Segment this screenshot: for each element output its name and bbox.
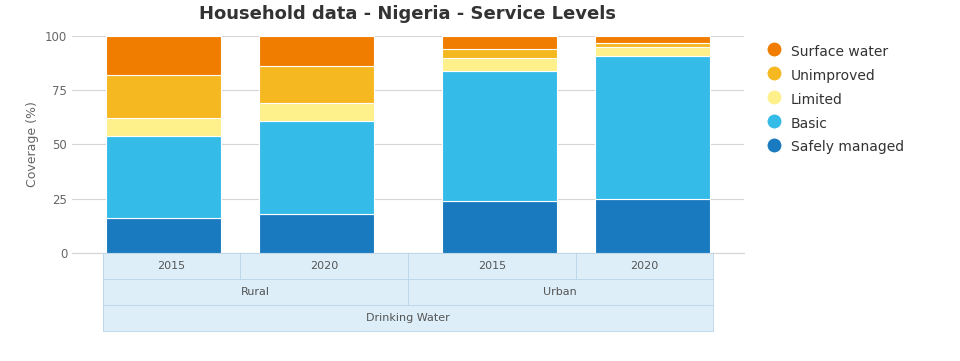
Bar: [259, 214, 373, 253]
Title: Household data - Nigeria - Service Levels: Household data - Nigeria - Service Level…: [200, 5, 616, 23]
Bar: [443, 49, 557, 58]
Bar: [595, 36, 709, 43]
Bar: [595, 43, 709, 47]
Bar: [107, 75, 221, 118]
Text: Drinking Water: Drinking Water: [366, 313, 450, 323]
Bar: [259, 121, 373, 214]
Bar: [443, 201, 557, 253]
Text: 2015: 2015: [478, 261, 506, 271]
Bar: [107, 118, 221, 136]
Text: Urban: Urban: [543, 287, 577, 297]
Bar: [259, 103, 373, 121]
Y-axis label: Coverage (%): Coverage (%): [26, 101, 39, 187]
Bar: [595, 47, 709, 56]
Bar: [595, 199, 709, 253]
Legend: Surface water, Unimproved, Limited, Basic, Safely managed: Surface water, Unimproved, Limited, Basi…: [764, 39, 908, 160]
Text: 2015: 2015: [157, 261, 185, 271]
Bar: [595, 56, 709, 199]
Text: 2020: 2020: [630, 261, 659, 271]
Bar: [259, 66, 373, 103]
Bar: [107, 136, 221, 218]
Text: Rural: Rural: [241, 287, 270, 297]
Bar: [443, 58, 557, 71]
Bar: [443, 71, 557, 201]
Bar: [107, 36, 221, 75]
Text: 2020: 2020: [310, 261, 338, 271]
Bar: [443, 36, 557, 49]
Bar: [259, 36, 373, 66]
Bar: [107, 218, 221, 253]
